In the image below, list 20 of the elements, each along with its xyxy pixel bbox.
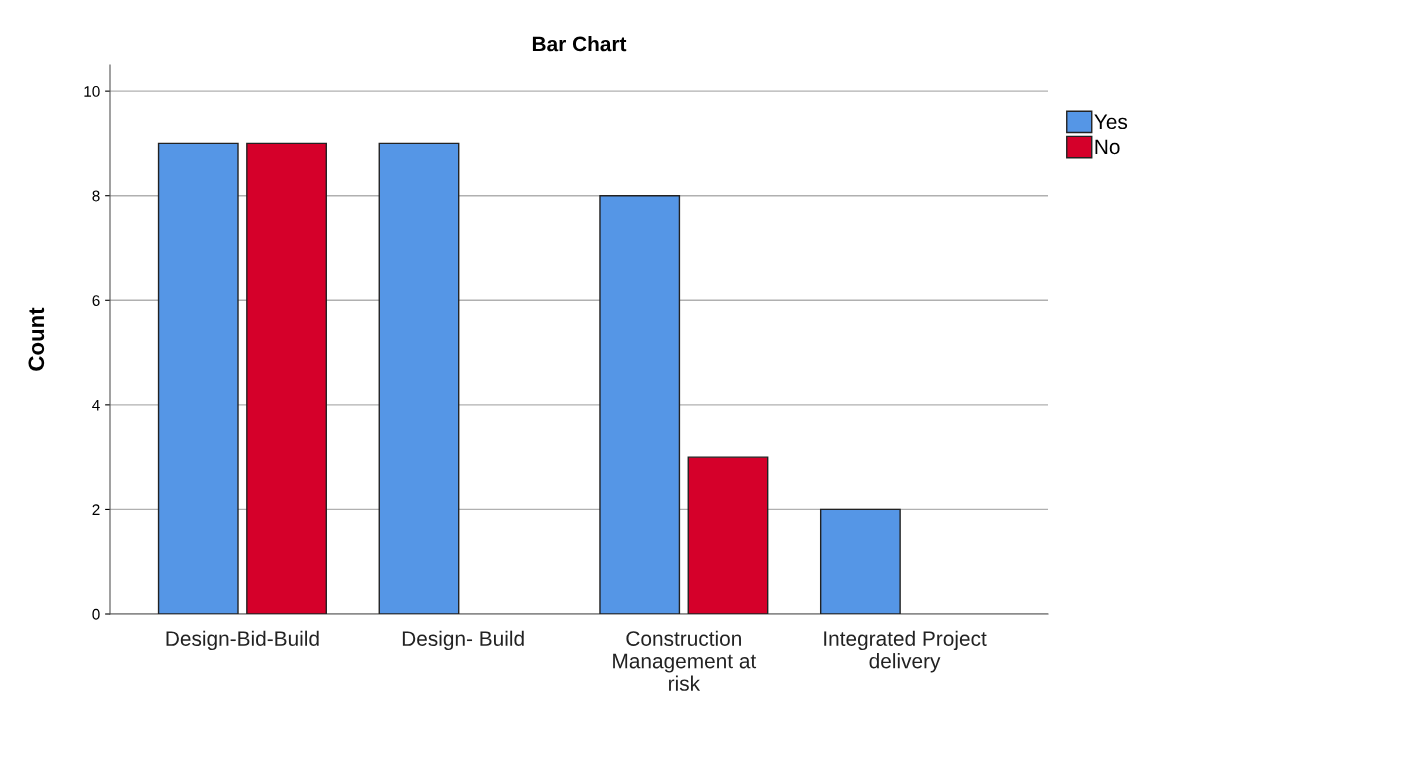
y-tick-label: 0	[92, 608, 100, 620]
y-axis-title: Count	[28, 307, 45, 371]
x-tick-label: Design-Bid-Build	[166, 630, 319, 651]
y-tick-label: 8	[92, 190, 100, 202]
bar	[687, 456, 769, 614]
x-tick-label: Design- Build	[402, 630, 524, 651]
bar	[246, 142, 327, 614]
bar	[378, 142, 460, 614]
bar	[599, 195, 681, 614]
y-tick-label: 10	[84, 86, 100, 97]
y-tick-label: 4	[92, 399, 100, 411]
x-tick-label: Integrated Project delivery	[824, 630, 987, 673]
bar	[157, 142, 239, 614]
y-tick-label: 6	[92, 295, 100, 306]
legend-label: No	[1095, 139, 1120, 155]
x-tick-label: Construction Management at risk	[613, 630, 757, 691]
legend-label: Yes	[1094, 114, 1128, 130]
chart-title: Bar Chart	[532, 36, 627, 52]
y-tick-label: 2	[92, 504, 100, 515]
bar	[819, 508, 901, 614]
